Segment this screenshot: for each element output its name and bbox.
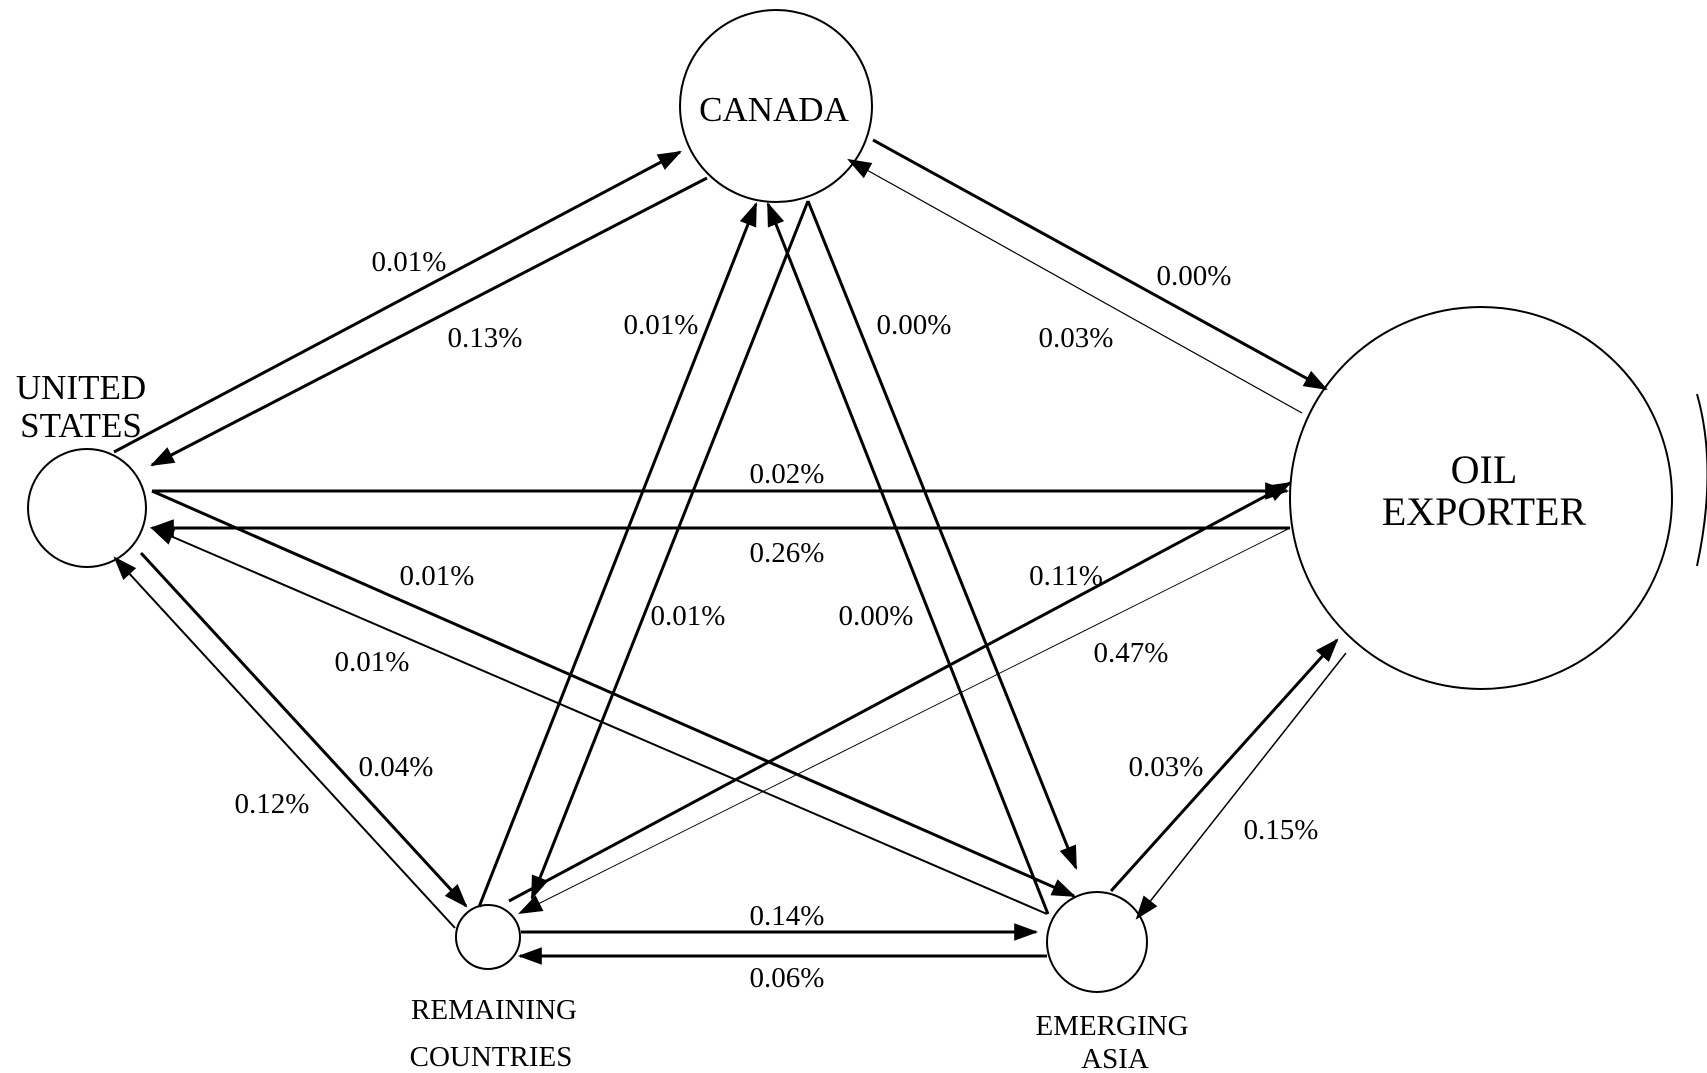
edge-label-canada-to-us: 0.13% xyxy=(448,322,523,354)
node-label-oil-exporter-line2: EXPORTER xyxy=(1382,489,1587,534)
edge-label-remaining-to-asia: 0.14% xyxy=(750,900,825,932)
edge-label-oil-exporter-to-asia: 0.15% xyxy=(1244,814,1319,846)
edge-label-asia-to-canada: 0.00% xyxy=(877,309,952,341)
edge-asia-to-us xyxy=(149,527,1048,915)
node-label-emerging-asia-line2: ASIA xyxy=(1081,1043,1149,1073)
edge-label-us-to-remaining: 0.04% xyxy=(359,751,434,783)
edge-remaining-to-oil-exporter xyxy=(508,481,1292,903)
edge-label-remaining-to-us: 0.12% xyxy=(235,788,310,820)
edge-label-oil-exporter-to-canada: 0.03% xyxy=(1039,322,1114,354)
edge-us-to-asia xyxy=(151,489,1076,898)
node-label-emerging-asia-line1: EMERGING xyxy=(1035,1010,1188,1042)
edge-label-remaining-to-canada: 0.01% xyxy=(624,309,699,341)
edge-label-oil-exporter-to-remaining: 0.47% xyxy=(1094,637,1169,669)
edge-asia-to-oil-exporter xyxy=(1109,638,1339,893)
edge-label-asia-to-us: 0.01% xyxy=(335,646,410,678)
edge-label-oil-exporter-to-us: 0.26% xyxy=(750,537,825,569)
edge-label-remaining-to-oil-exporter: 0.11% xyxy=(1029,560,1103,592)
node-label-canada: CANADA xyxy=(699,90,849,129)
edge-canada-to-asia xyxy=(806,200,1078,871)
edge-oil-exporter-to-remaining xyxy=(518,527,1291,914)
edge-label-canada-to-oil-exporter: 0.00% xyxy=(1157,260,1232,292)
cropped-node-edge xyxy=(1696,393,1707,567)
edge-canada-to-oil-exporter xyxy=(872,138,1328,391)
edge-label-us-to-canada: 0.01% xyxy=(372,246,447,278)
edge-label-canada-to-remaining: 0.01% xyxy=(651,600,726,632)
edge-canada-to-remaining xyxy=(530,200,810,901)
node-label-united-states-line1: UNITED xyxy=(16,368,146,407)
edge-label-asia-to-oil-exporter: 0.03% xyxy=(1129,751,1204,783)
node-label-remaining-countries-line2: COUNTRIES xyxy=(410,1041,573,1073)
edge-canada-to-us xyxy=(150,176,708,467)
node-label-united-states-line2: STATES xyxy=(20,406,142,445)
edge-label-us-to-oil-exporter: 0.02% xyxy=(750,458,825,490)
edge-oil-exporter-to-canada xyxy=(847,158,1303,414)
edge-oil-exporter-to-asia xyxy=(1135,652,1347,920)
edge-label-asia-to-remaining: 0.06% xyxy=(750,962,825,994)
node-united-states xyxy=(27,448,147,568)
edge-label-canada-to-asia: 0.00% xyxy=(839,600,914,632)
edge-asia-to-canada xyxy=(766,201,1050,915)
edge-us-to-canada xyxy=(113,150,682,454)
node-remaining-countries xyxy=(455,904,521,970)
node-label-oil-exporter-line1: OIL xyxy=(1451,447,1518,492)
node-emerging-asia xyxy=(1046,891,1148,993)
edge-remaining-to-us xyxy=(113,556,456,929)
node-label-remaining-countries-line1: REMAINING xyxy=(411,994,577,1026)
edge-us-to-remaining xyxy=(139,551,468,908)
edge-label-us-to-asia: 0.01% xyxy=(400,560,475,592)
edge-remaining-to-canada xyxy=(477,201,758,908)
